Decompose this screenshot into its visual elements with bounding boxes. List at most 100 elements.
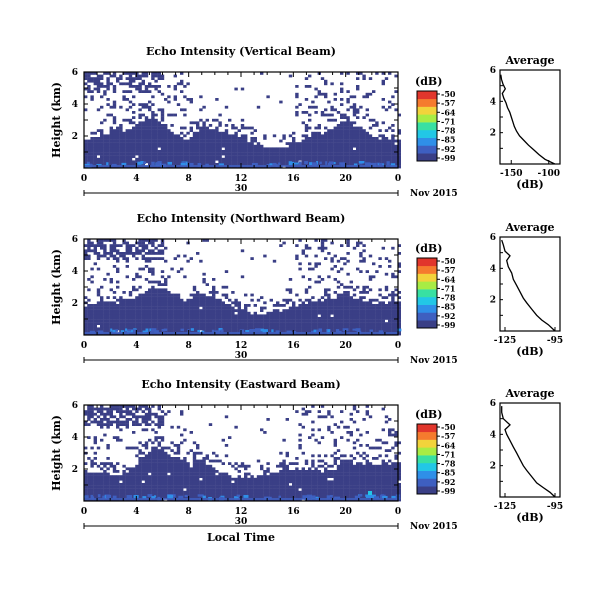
colorbar-tick-label: -85 xyxy=(441,302,455,312)
x-tick-label: 20 xyxy=(339,507,352,517)
colorbar-segment xyxy=(417,258,437,267)
date-month-label: Nov 2015 xyxy=(410,356,458,366)
x-tick-label: 12 xyxy=(235,174,248,184)
average-x-tick-label: -95 xyxy=(547,336,563,346)
colorbar-tick-label: -85 xyxy=(441,468,455,478)
colorbar-tick-label: -64 xyxy=(441,440,456,450)
colorbar-tick-label: -99 xyxy=(441,320,456,330)
colorbar-segment xyxy=(417,106,437,115)
colorbar-tick-label: -99 xyxy=(441,153,456,163)
average-y-tick-label: 4 xyxy=(490,430,496,440)
y-axis-label: Height (km) xyxy=(50,415,63,491)
date-month-label: Nov 2015 xyxy=(410,522,458,532)
average-y-tick-label: 6 xyxy=(490,66,496,76)
colorbar-segment xyxy=(417,91,437,100)
echo-panel-2: Echo Intensity (Northward Beam)0 4 8 12 16 20… xyxy=(50,212,563,366)
colorbar-segment xyxy=(417,281,437,290)
average-profile-line xyxy=(500,74,556,165)
colorbar-segment xyxy=(417,296,437,305)
colorbar-segment xyxy=(417,153,437,162)
x-tick-label: 4 xyxy=(133,507,139,517)
x-tick-label: 8 xyxy=(186,341,192,351)
colorbar-segment xyxy=(417,470,437,479)
average-x-tick-label: -125 xyxy=(494,502,517,512)
average-x-label: (dB) xyxy=(516,178,543,191)
colorbar-unit: (dB) xyxy=(415,242,442,255)
colorbar-segment xyxy=(417,122,437,131)
average-title: Average xyxy=(504,387,554,400)
colorbar-tick-label: -71 xyxy=(441,449,455,459)
average-title: Average xyxy=(504,54,554,67)
x-tick-label: 8 xyxy=(186,507,192,517)
echo-heatmap xyxy=(84,405,401,502)
average-y-tick-label: 2 xyxy=(490,129,496,139)
average-y-tick-label: 4 xyxy=(490,97,496,107)
colorbar-tick-label: -50 xyxy=(441,89,456,99)
average-profile: Average 6 4 2 -125 -95 (dB) xyxy=(490,221,563,358)
colorbar-segment xyxy=(417,304,437,313)
average-y-tick-label: 2 xyxy=(490,462,496,472)
x-tick-label: 4 xyxy=(133,341,139,351)
x-tick-label: 8 xyxy=(186,174,192,184)
y-tick-label: 6 xyxy=(72,68,78,78)
colorbar-tick-label: -64 xyxy=(441,274,456,284)
colorbar-segment xyxy=(417,129,437,138)
colorbar-segment xyxy=(417,265,437,274)
x-tick-label: 20 xyxy=(339,174,352,184)
y-tick-label: 6 xyxy=(72,235,78,245)
colorbar-tick-label: -57 xyxy=(441,265,455,275)
colorbar-tick-label: -92 xyxy=(441,311,455,321)
colorbar-segment xyxy=(417,486,437,495)
colorbar-tick-label: -57 xyxy=(441,98,455,108)
y-tick-label: 4 xyxy=(72,100,78,110)
colorbar-segment xyxy=(417,431,437,440)
colorbar-tick-label: -71 xyxy=(441,116,455,126)
colorbar-tick-label: -78 xyxy=(441,459,456,469)
x-tick-label: 20 xyxy=(339,341,352,351)
panel-title: Echo Intensity (Northward Beam) xyxy=(137,212,346,225)
y-axis-label: Height (km) xyxy=(50,82,63,158)
x-tick-label: 0 xyxy=(81,174,87,184)
colorbar-segment xyxy=(417,462,437,471)
average-y-tick-label: 4 xyxy=(490,264,496,274)
colorbar-tick-label: -99 xyxy=(441,486,456,496)
colorbar-segment xyxy=(417,424,437,433)
average-y-tick-label: 6 xyxy=(490,399,496,409)
x-tick-label: 0 xyxy=(395,174,401,184)
x-tick-label: 16 xyxy=(287,507,300,517)
average-profile-line xyxy=(501,406,556,498)
colorbar-segment xyxy=(417,320,437,329)
colorbar-tick-label: -50 xyxy=(441,256,456,266)
colorbar-tick-label: -64 xyxy=(441,107,456,117)
colorbar: (dB)-50-57-64-71-78-85-92-99 xyxy=(415,75,456,163)
date-day-label: 30 xyxy=(235,351,248,361)
average-x-tick-label: -95 xyxy=(547,502,563,512)
colorbar-tick-label: -71 xyxy=(441,283,455,293)
colorbar-tick-label: -50 xyxy=(441,422,456,432)
colorbar-tick-label: -92 xyxy=(441,144,455,154)
echo-panel-1: Echo Intensity (Vertical Beam) 0 4 8 12 16 20 0… xyxy=(50,45,561,199)
colorbar-segment xyxy=(417,145,437,154)
x-tick-label: 0 xyxy=(395,341,401,351)
colorbar-segment xyxy=(417,455,437,464)
y-tick-label: 4 xyxy=(72,433,78,443)
colorbar: (dB)-50-57-64-71-78-85-92-99 xyxy=(415,408,456,496)
average-profile: Average 6 4 2 -125 -95 (dB) xyxy=(490,387,563,524)
average-x-tick-label: -150 xyxy=(500,169,523,179)
echo-heatmap xyxy=(84,72,401,169)
y-tick-label: 2 xyxy=(72,132,78,142)
x-tick-label: 4 xyxy=(133,174,139,184)
y-tick-label: 6 xyxy=(72,401,78,411)
colorbar-segment xyxy=(417,98,437,107)
date-day-label: 30 xyxy=(235,517,248,527)
colorbar-segment xyxy=(417,114,437,123)
average-x-tick-label: -125 xyxy=(494,336,517,346)
y-tick-label: 2 xyxy=(72,465,78,475)
colorbar-segment xyxy=(417,439,437,448)
colorbar-tick-label: -78 xyxy=(441,126,456,136)
colorbar-tick-label: -92 xyxy=(441,477,455,487)
colorbar-segment xyxy=(417,312,437,321)
colorbar-tick-label: -78 xyxy=(441,293,456,303)
panel-title: Echo Intensity (Eastward Beam) xyxy=(141,378,340,391)
colorbar-segment xyxy=(417,289,437,298)
